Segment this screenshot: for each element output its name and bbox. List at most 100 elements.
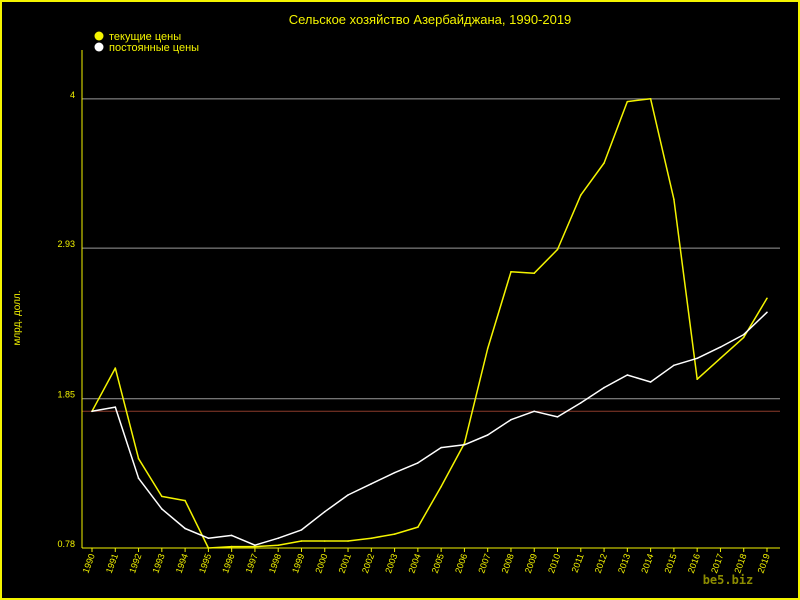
data-point-1-1995 [207,537,210,540]
x-tick-label-2009: 2009 [523,552,539,574]
legend: текущие цены постоянные цены [94,31,199,54]
data-point-0-2017 [719,357,722,360]
data-point-1-2004 [417,462,419,464]
data-point-0-1991 [114,367,117,369]
series-layer [91,98,768,549]
data-point-1-2016 [696,357,698,360]
x-tick-label-1990: 1990 [81,552,97,574]
data-point-0-2018 [742,336,745,339]
data-point-1-2019 [766,311,768,314]
watermark: be5.biz [703,573,754,587]
x-tick-label-1995: 1995 [197,552,213,574]
x-tick-label-2001: 2001 [337,552,353,574]
x-tick-label-1994: 1994 [174,552,190,574]
data-point-0-2013 [626,100,629,103]
data-point-0-2015 [673,198,675,201]
y-tick-label-0.78: 0.78 [57,539,75,549]
x-tick-label-1991: 1991 [104,552,120,574]
data-point-0-2000 [323,540,326,542]
data-point-1-1994 [184,527,186,530]
data-point-1-2001 [347,494,349,496]
x-tick-label-2008: 2008 [500,552,516,574]
data-point-1-2005 [440,446,442,449]
y-tick-label-1.85: 1.85 [57,390,75,400]
data-point-1-1992 [137,477,140,480]
x-tick-label-2019: 2019 [756,552,772,574]
data-point-0-2009 [533,272,536,274]
data-point-1-2003 [393,471,396,474]
grid-layer [82,98,780,412]
data-point-1-1999 [300,529,303,531]
chart-title: Сельское хозяйство Азербайджана, 1990-20… [289,12,572,27]
data-point-0-2010 [556,248,559,251]
data-point-1-1993 [161,508,163,510]
data-point-0-1999 [300,540,303,542]
x-tick-label-2003: 2003 [383,552,399,574]
x-tick-label-2011: 2011 [570,552,586,574]
x-tick-label-2007: 2007 [476,552,492,574]
data-point-1-2018 [742,333,745,336]
data-point-0-1998 [277,544,280,547]
x-tick-label-2017: 2017 [709,552,725,574]
data-point-0-2002 [370,537,373,540]
x-tick-label-2014: 2014 [639,552,655,574]
data-point-1-2008 [510,418,512,421]
data-point-1-2013 [626,374,629,376]
data-point-0-2007 [486,347,489,350]
data-point-0-2001 [347,540,349,542]
data-point-1-2015 [673,364,675,367]
data-point-0-1992 [137,457,140,460]
legend-label-constant: постоянные цены [109,42,199,54]
data-point-1-2000 [323,510,326,513]
x-tick-label-2005: 2005 [430,552,446,574]
legend-marker-constant [94,42,104,52]
data-point-0-2003 [393,533,396,535]
data-point-0-1997 [254,545,256,548]
data-point-0-2016 [696,378,698,381]
data-point-0-1993 [161,495,163,498]
data-point-1-2010 [556,416,559,418]
data-point-1-2017 [719,346,722,348]
legend-marker-current [94,31,104,41]
data-point-1-2002 [370,483,373,485]
data-point-0-2019 [766,297,768,300]
data-point-0-2011 [579,194,582,196]
x-tick-label-2015: 2015 [663,552,679,574]
data-point-1-1991 [114,406,117,408]
data-point-0-1995 [207,547,210,549]
data-point-1-2012 [603,386,605,389]
data-point-0-2008 [510,270,512,273]
legend-label-current: текущие цены [109,31,181,43]
series-line-0 [91,98,768,549]
data-point-0-2012 [603,162,605,164]
y-tick-label-4: 4 [70,90,75,100]
data-point-0-1996 [230,545,233,548]
x-tick-label-1999: 1999 [290,552,306,574]
data-point-1-1990 [91,410,93,413]
x-tick-label-2006: 2006 [453,552,469,574]
x-tick-label-2016: 2016 [686,552,702,574]
x-tick-label-2018: 2018 [732,552,748,574]
x-tick-label-2000: 2000 [313,552,329,574]
x-tick-label-1997: 1997 [244,552,260,574]
x-tick-label-1993: 1993 [150,552,166,574]
data-point-0-2005 [440,485,442,488]
data-point-0-2014 [649,98,652,100]
data-point-1-1998 [277,537,280,540]
data-point-1-1996 [230,534,233,537]
y-axis-label: млрд. долл. [12,290,23,345]
data-point-0-2004 [417,526,419,528]
data-point-1-2014 [649,381,652,383]
data-point-0-1994 [184,499,186,502]
x-tick-label-1998: 1998 [267,552,283,574]
data-point-0-2006 [463,442,466,445]
series-line-1 [91,311,768,546]
x-tick-label-1996: 1996 [220,552,236,574]
data-point-1-1997 [254,544,256,547]
data-point-1-2007 [486,434,489,436]
y-tick-label-2.93: 2.93 [57,239,75,249]
data-point-1-2009 [533,410,536,413]
data-point-1-2011 [579,402,582,404]
